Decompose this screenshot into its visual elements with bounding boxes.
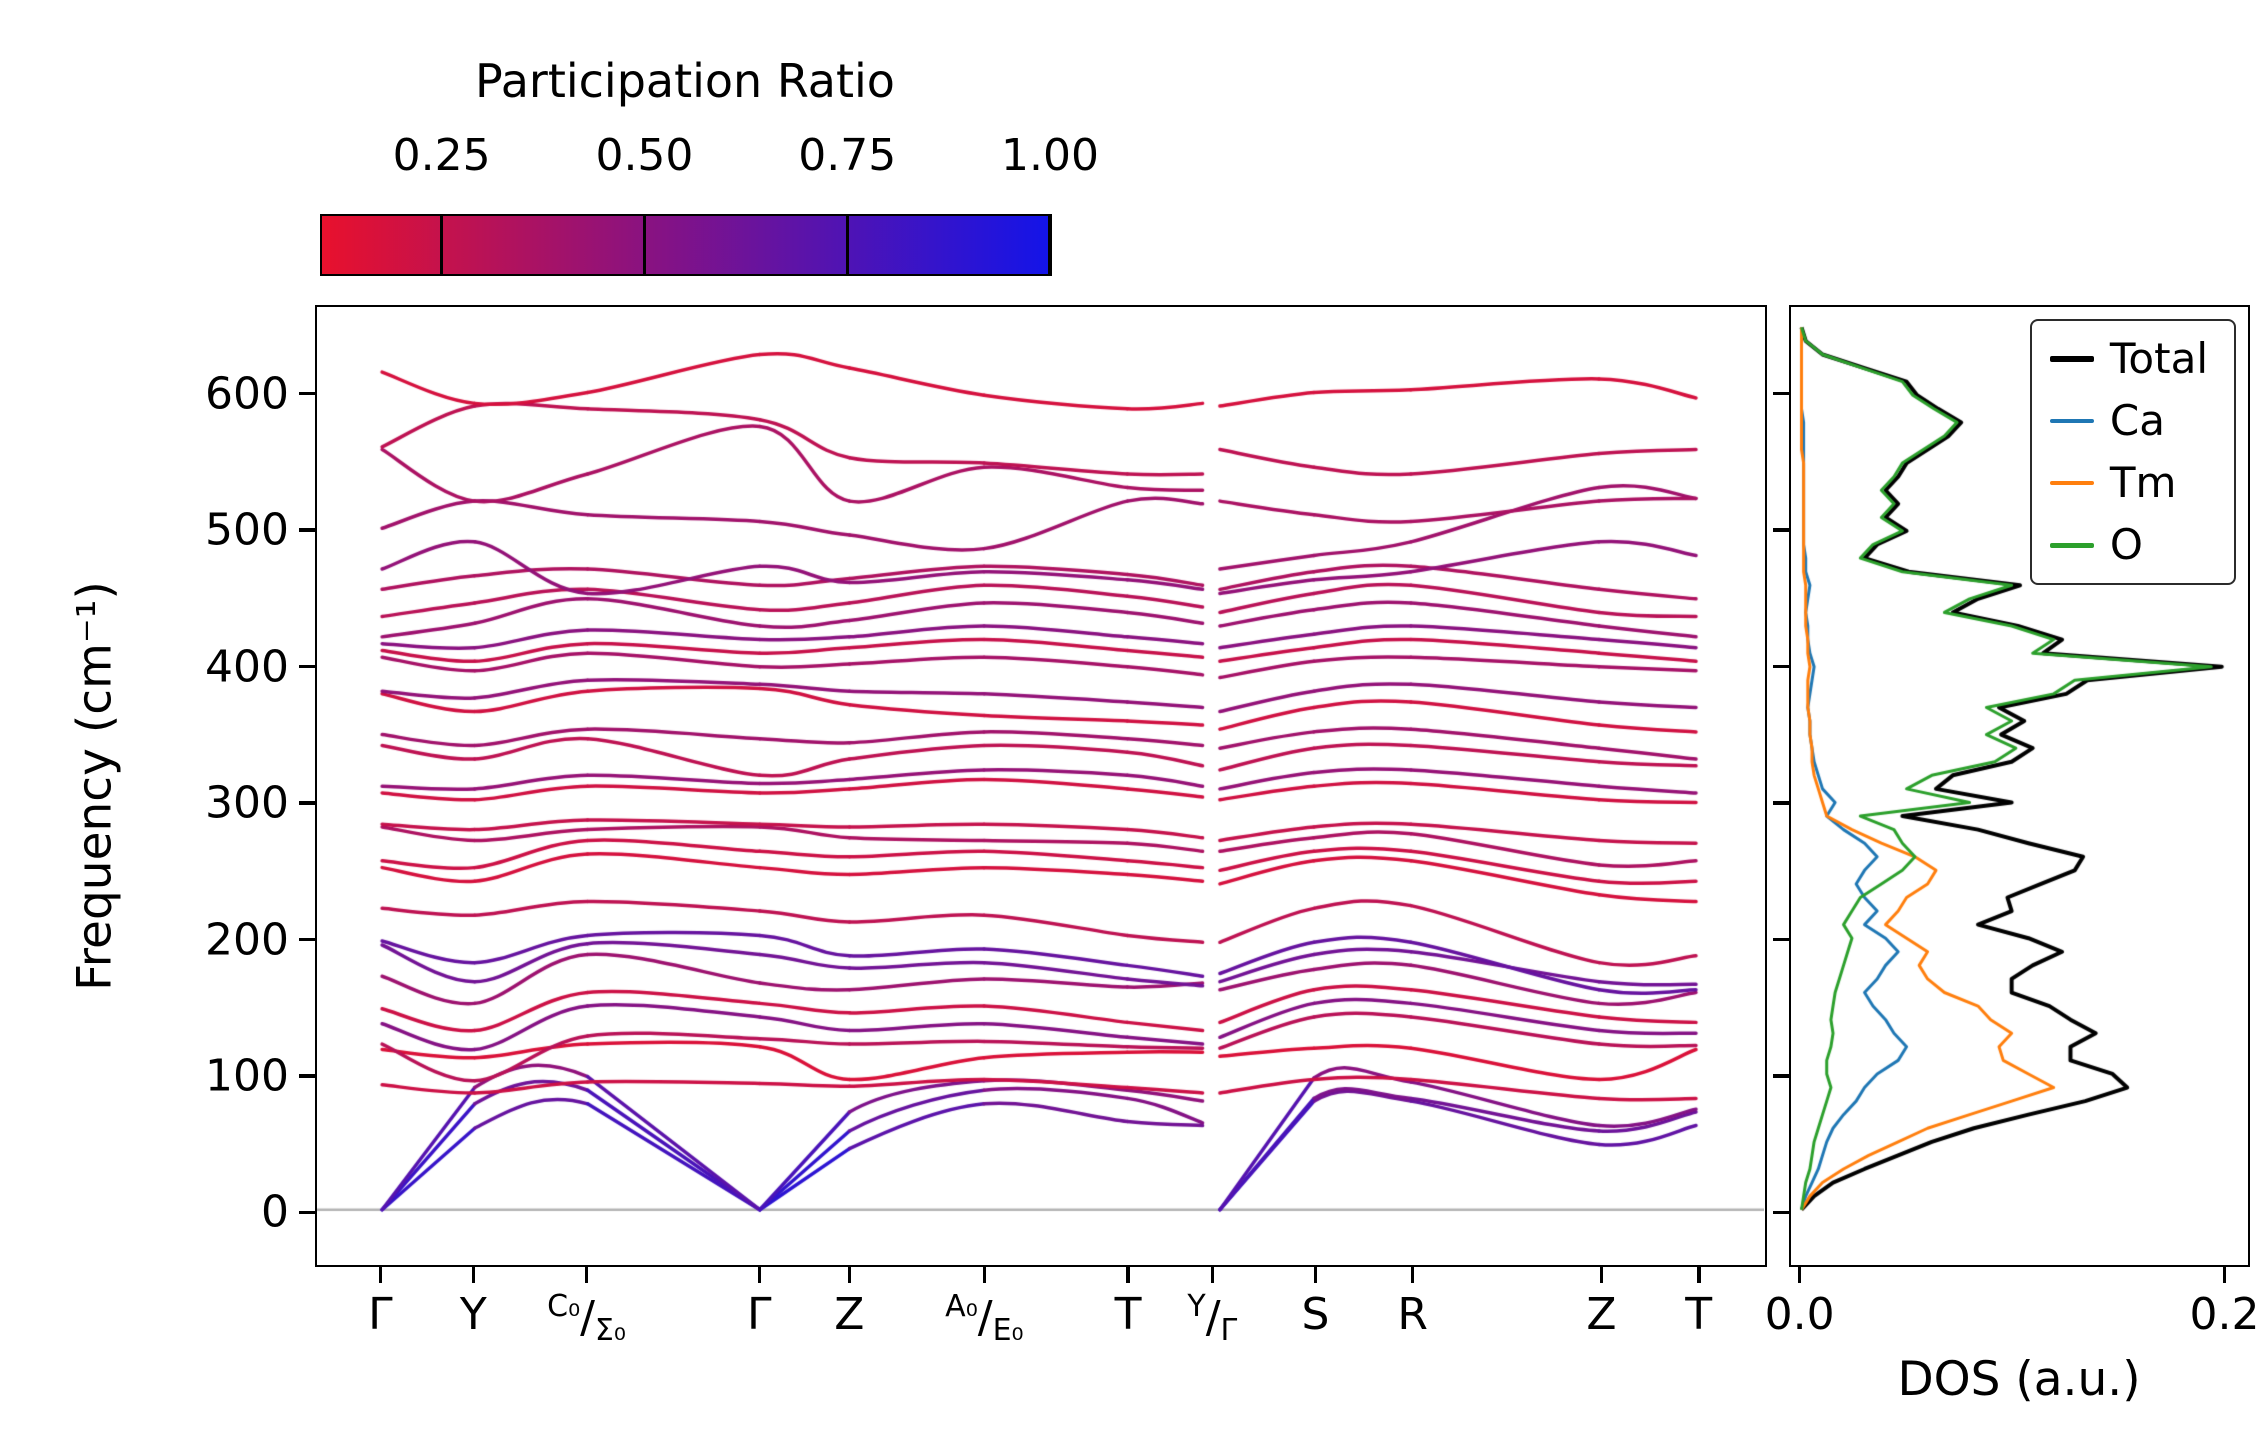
k-label-slash: / bbox=[1205, 1292, 1221, 1343]
k-point-label: Y bbox=[459, 1289, 487, 1340]
k-tick-mark bbox=[471, 1267, 476, 1283]
colorbar-tick-label: 1.00 bbox=[1001, 130, 1099, 181]
legend-label: Tm bbox=[2109, 458, 2177, 508]
k-tick-mark bbox=[1126, 1267, 1130, 1283]
colorbar-tick-label: 0.50 bbox=[595, 130, 694, 181]
frequency-axis-label: Frequency (cm⁻¹) bbox=[67, 581, 123, 991]
y-tick-label: 300 bbox=[205, 777, 289, 829]
legend-item-tm: Tm bbox=[2049, 458, 2208, 508]
colorbar bbox=[320, 214, 1050, 276]
k-point-label: R bbox=[1397, 1289, 1428, 1340]
k-tick-mark bbox=[757, 1267, 762, 1283]
dos-x-tick-label: 0.0 bbox=[1764, 1289, 1835, 1340]
y-tick-mark bbox=[299, 391, 315, 396]
dos-y-tick-mark bbox=[1773, 528, 1789, 532]
colorbar-gradient bbox=[322, 216, 1048, 274]
k-tick-mark bbox=[982, 1267, 987, 1283]
legend-item-ca: Ca bbox=[2049, 396, 2208, 446]
y-tick-mark bbox=[299, 528, 315, 532]
colorbar-tick-label: 0.75 bbox=[798, 130, 897, 181]
dos-x-tick-label: 0.2 bbox=[2189, 1289, 2257, 1340]
y-tick-mark bbox=[299, 664, 315, 669]
legend-label: Ca bbox=[2109, 396, 2165, 446]
colorbar-tick-mark bbox=[440, 214, 444, 276]
y-tick-mark bbox=[299, 1210, 315, 1215]
colorbar-tick-mark bbox=[642, 214, 646, 276]
k-tick-mark bbox=[1210, 1267, 1215, 1283]
k-point-label: Z bbox=[834, 1289, 865, 1340]
dos-y-tick-mark bbox=[1773, 391, 1789, 396]
legend-label: O bbox=[2109, 520, 2143, 570]
band-structure-canvas bbox=[317, 307, 1764, 1264]
dos-x-tick-mark bbox=[2222, 1267, 2227, 1283]
y-tick-label: 600 bbox=[205, 368, 289, 420]
dos-y-tick-mark bbox=[1773, 801, 1789, 805]
k-label-denominator: Σ₀ bbox=[594, 1313, 626, 1348]
k-tick-mark bbox=[584, 1267, 589, 1283]
k-point-label: Y/Γ bbox=[1187, 1289, 1237, 1348]
k-label-denominator: Γ bbox=[1220, 1313, 1238, 1348]
legend-item-o: O bbox=[2049, 520, 2208, 570]
dos-y-tick-mark bbox=[1773, 1074, 1789, 1078]
dos-y-tick-mark bbox=[1773, 664, 1789, 669]
y-tick-label: 500 bbox=[205, 504, 289, 556]
legend-line-swatch bbox=[2049, 418, 2094, 424]
legend-line-swatch bbox=[2049, 356, 2094, 363]
y-tick-label: 0 bbox=[261, 1186, 289, 1238]
k-label-numerator: Y bbox=[1187, 1289, 1206, 1324]
dos-axis-label: DOS (a.u.) bbox=[1897, 1352, 2141, 1407]
legend-line-swatch bbox=[2049, 480, 2094, 486]
colorbar-tick-label: 0.25 bbox=[392, 130, 491, 181]
k-label-slash: / bbox=[580, 1292, 595, 1343]
y-tick-label: 200 bbox=[205, 914, 289, 965]
k-point-label: T bbox=[1114, 1289, 1142, 1340]
y-tick-label: 400 bbox=[205, 641, 289, 693]
k-tick-mark bbox=[1313, 1267, 1318, 1283]
dos-y-tick-mark bbox=[1773, 1210, 1789, 1215]
colorbar-tick-mark bbox=[1048, 214, 1052, 276]
k-tick-mark bbox=[378, 1267, 383, 1283]
k-point-label: A₀/E₀ bbox=[945, 1289, 1023, 1348]
y-tick-label: 100 bbox=[205, 1050, 289, 1102]
legend-item-total: Total bbox=[2049, 334, 2208, 383]
colorbar-title: Participation Ratio bbox=[475, 54, 895, 108]
k-tick-mark bbox=[1410, 1267, 1415, 1283]
dos-legend: Total Ca Tm O bbox=[2029, 319, 2236, 586]
y-tick-mark bbox=[299, 1074, 315, 1078]
dos-panel: Total Ca Tm O bbox=[1789, 305, 2250, 1267]
dos-y-tick-mark bbox=[1773, 937, 1789, 942]
k-tick-mark bbox=[1599, 1267, 1604, 1283]
legend-label: Total bbox=[2109, 334, 2208, 383]
band-structure-panel bbox=[315, 305, 1767, 1267]
dos-x-tick-mark bbox=[1797, 1267, 1802, 1283]
k-label-denominator: E₀ bbox=[992, 1313, 1024, 1348]
colorbar-tick-mark bbox=[845, 214, 849, 276]
k-label-numerator: C₀ bbox=[547, 1289, 581, 1324]
k-point-label: C₀/Σ₀ bbox=[547, 1289, 626, 1348]
k-point-label: Γ bbox=[747, 1289, 772, 1340]
k-point-label: T bbox=[1685, 1289, 1713, 1340]
k-tick-mark bbox=[847, 1267, 852, 1283]
k-label-numerator: A₀ bbox=[945, 1289, 978, 1324]
k-label-slash: / bbox=[977, 1292, 993, 1343]
k-point-label: S bbox=[1301, 1289, 1330, 1340]
k-point-label: Γ bbox=[368, 1289, 393, 1340]
k-tick-mark bbox=[1697, 1267, 1701, 1283]
k-point-label: Z bbox=[1586, 1289, 1617, 1340]
y-tick-mark bbox=[299, 801, 315, 805]
y-tick-mark bbox=[299, 937, 315, 942]
legend-line-swatch bbox=[2049, 543, 2094, 548]
